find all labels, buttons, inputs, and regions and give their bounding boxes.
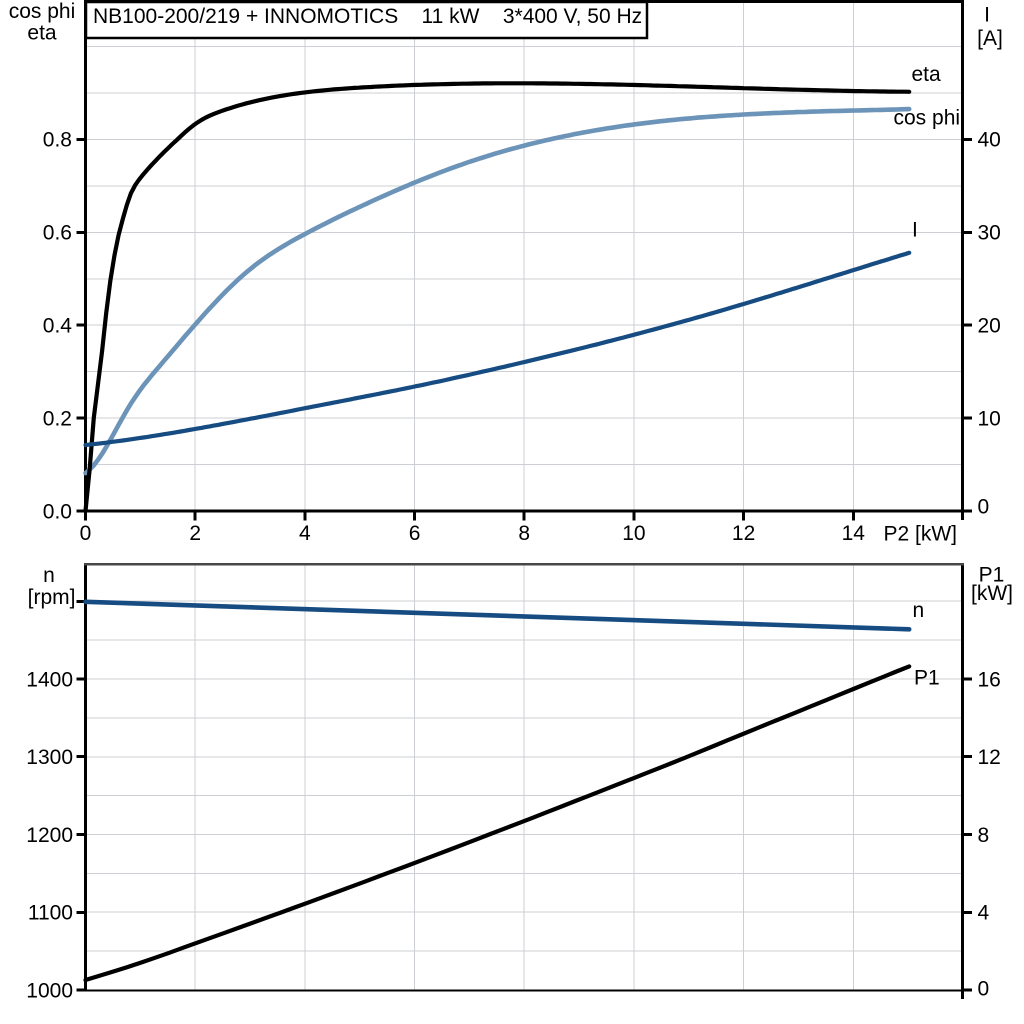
svg-text:1300: 1300 — [26, 746, 73, 769]
svg-text:4: 4 — [299, 522, 311, 545]
svg-text:P1: P1 — [914, 667, 940, 690]
svg-text:6: 6 — [409, 522, 421, 545]
svg-text:16: 16 — [978, 668, 1001, 691]
svg-text:2: 2 — [189, 522, 201, 545]
svg-text:P2 [kW]: P2 [kW] — [883, 523, 957, 546]
svg-text:0.0: 0.0 — [43, 500, 72, 523]
svg-text:[kW]: [kW] — [971, 582, 1013, 605]
svg-text:0.6: 0.6 — [43, 222, 72, 245]
svg-text:40: 40 — [978, 129, 1001, 152]
svg-text:10: 10 — [978, 407, 1001, 430]
svg-text:1400: 1400 — [26, 668, 73, 691]
svg-text:[A]: [A] — [977, 27, 1003, 50]
svg-text:8: 8 — [978, 824, 990, 847]
svg-text:12: 12 — [978, 746, 1001, 769]
svg-text:0.8: 0.8 — [43, 129, 72, 152]
svg-text:NB100-200/219 + INNOMOTICS: NB100-200/219 + INNOMOTICS 11 kW 3*400 V… — [93, 5, 642, 28]
svg-text:1000: 1000 — [26, 979, 73, 1002]
svg-text:n: n — [913, 599, 925, 622]
svg-text:I: I — [912, 219, 918, 242]
svg-text:P1: P1 — [979, 564, 1005, 587]
svg-text:eta: eta — [912, 63, 942, 86]
svg-text:eta: eta — [27, 22, 57, 45]
svg-text:0: 0 — [978, 978, 990, 1001]
svg-text:n: n — [43, 564, 55, 587]
svg-text:1200: 1200 — [26, 824, 73, 847]
svg-text:0.2: 0.2 — [43, 407, 72, 430]
svg-text:I: I — [984, 4, 990, 27]
svg-text:0: 0 — [978, 496, 990, 519]
svg-text:20: 20 — [978, 315, 1001, 338]
svg-text:14: 14 — [842, 522, 866, 545]
svg-text:0.4: 0.4 — [43, 315, 73, 338]
svg-text:0: 0 — [80, 522, 92, 545]
svg-text:8: 8 — [518, 522, 530, 545]
svg-text:4: 4 — [978, 902, 990, 925]
svg-text:cos phi: cos phi — [9, 0, 76, 23]
svg-text:cos phi: cos phi — [894, 107, 961, 130]
svg-text:30: 30 — [978, 222, 1001, 245]
svg-text:12: 12 — [732, 522, 755, 545]
svg-text:10: 10 — [622, 522, 645, 545]
svg-text:[rpm]: [rpm] — [28, 586, 76, 609]
svg-text:1100: 1100 — [28, 902, 73, 925]
